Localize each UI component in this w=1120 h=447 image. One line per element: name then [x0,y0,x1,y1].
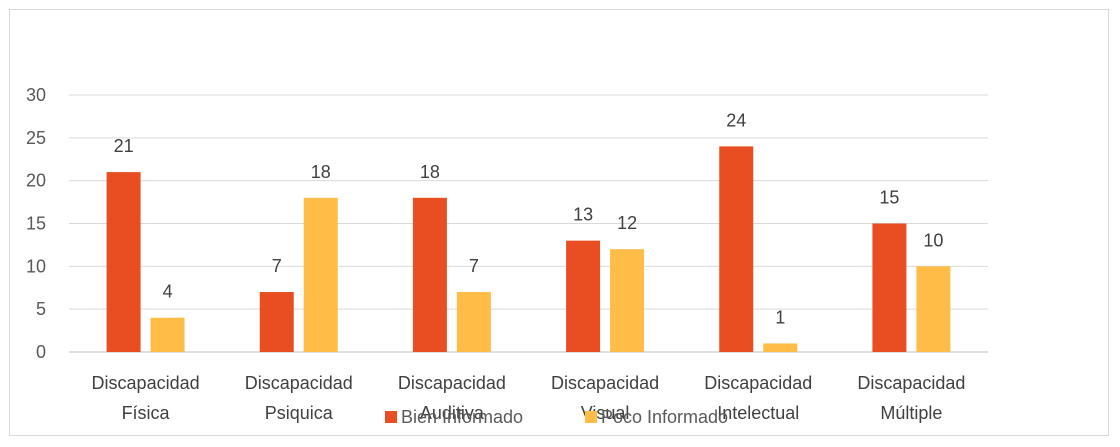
data-label: 21 [114,136,134,156]
category-label-line: Discapacidad [245,373,353,393]
data-label: 10 [923,230,943,250]
bar [872,223,907,352]
category-label: Discapacidad Auditiva [398,373,506,423]
bar [259,292,294,352]
data-label: 24 [726,110,746,130]
y-tick-label: 25 [26,128,46,148]
legend-label: Bien Informado [401,407,523,427]
data-label: 4 [163,282,173,302]
category-label-line: Física [122,403,171,423]
data-label: 18 [311,162,331,182]
category-label-line: Discapacidad [704,373,812,393]
chart-frame [9,9,1109,436]
category-label: Discapacidad Múltiple [857,373,965,423]
legend-label: Poco Informado [601,407,728,427]
y-tick-label: 20 [26,171,46,191]
category-label-line: Discapacidad [92,373,200,393]
data-label: 15 [879,188,899,208]
legend-swatch [585,411,597,423]
y-tick-label: 15 [26,214,46,234]
category-label-line: Discapacidad [857,373,965,393]
category-label: Discapacidad Física [92,373,200,423]
bar [916,266,951,352]
category-label-line: Psiquica [265,403,334,423]
bar [150,317,185,352]
bar [566,240,601,352]
bar [303,197,338,352]
bar [610,249,645,352]
category-label-line: Discapacidad [398,373,506,393]
bar [763,343,798,352]
bar [412,197,447,352]
category-label: Discapacidad Psiquica [245,373,353,423]
category-label-line: Auditiva [420,403,485,423]
data-label: 18 [420,162,440,182]
category-label-line: Intelectual [717,403,799,423]
category-label-line: Múltiple [880,403,942,423]
category-label: Discapacidad Intelectual [704,373,812,423]
y-tick-label: 30 [26,85,46,105]
data-label: 12 [617,213,637,233]
bar [719,146,754,352]
bar [456,292,491,352]
y-tick-label: 0 [36,342,46,362]
category-label-line: Discapacidad [551,373,659,393]
y-tick-label: 10 [26,256,46,276]
y-tick-label: 5 [36,299,46,319]
data-label: 7 [469,256,479,276]
data-label: 13 [573,205,593,225]
legend-swatch [385,411,397,423]
bar [106,172,141,352]
data-label: 7 [272,256,282,276]
data-label: 1 [775,307,785,327]
